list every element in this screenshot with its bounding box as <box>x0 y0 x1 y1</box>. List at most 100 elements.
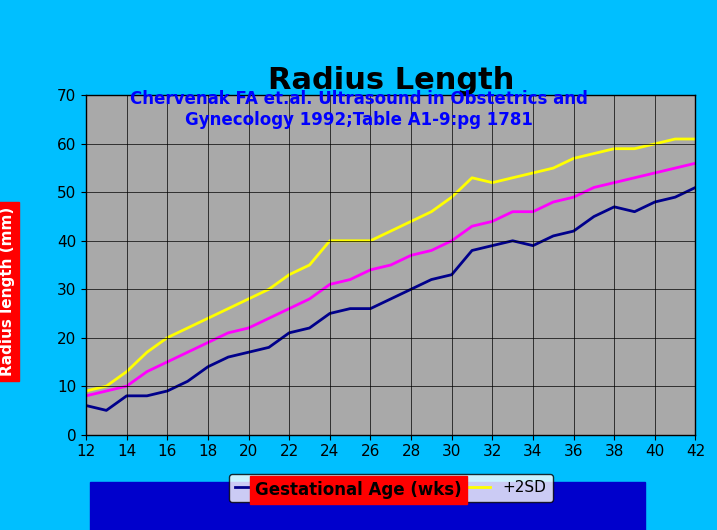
+2SD <box>589 151 598 157</box>
Mean <box>407 252 415 259</box>
+2SD <box>123 368 131 375</box>
-2SD <box>467 248 476 254</box>
-2SD <box>549 233 558 239</box>
Mean <box>285 305 293 312</box>
Mean <box>650 170 659 176</box>
-2SD <box>407 286 415 293</box>
Line: -2SD: -2SD <box>86 188 695 410</box>
Mean <box>569 194 578 200</box>
+2SD <box>467 174 476 181</box>
Mean <box>366 267 375 273</box>
-2SD <box>366 305 375 312</box>
-2SD <box>305 325 314 331</box>
Mean <box>589 184 598 191</box>
+2SD <box>488 180 497 186</box>
Mean <box>386 262 395 268</box>
Line: +2SD: +2SD <box>86 139 695 391</box>
Mean <box>447 237 456 244</box>
Mean <box>467 223 476 229</box>
Mean <box>123 383 131 390</box>
+2SD <box>184 325 192 331</box>
+2SD <box>265 286 273 293</box>
Mean <box>82 393 90 399</box>
+2SD <box>204 315 212 322</box>
-2SD <box>650 199 659 205</box>
Mean <box>102 388 110 394</box>
-2SD <box>488 242 497 249</box>
Mean <box>204 339 212 346</box>
-2SD <box>285 330 293 336</box>
-2SD <box>102 407 110 413</box>
Line: Mean: Mean <box>86 163 695 396</box>
-2SD <box>265 344 273 350</box>
+2SD <box>82 388 90 394</box>
-2SD <box>244 349 253 356</box>
-2SD <box>184 378 192 384</box>
-2SD <box>82 402 90 409</box>
Mean <box>528 208 537 215</box>
-2SD <box>427 276 436 282</box>
Mean <box>610 180 619 186</box>
+2SD <box>508 174 517 181</box>
-2SD <box>569 228 578 234</box>
+2SD <box>407 218 415 225</box>
+2SD <box>671 136 680 142</box>
-2SD <box>346 305 354 312</box>
Mean <box>508 208 517 215</box>
-2SD <box>508 237 517 244</box>
Title: Radius Length: Radius Length <box>267 66 514 95</box>
+2SD <box>691 136 700 142</box>
+2SD <box>143 349 151 356</box>
Mean <box>244 325 253 331</box>
Legend: -2SD, Mean, +2SD: -2SD, Mean, +2SD <box>229 474 553 501</box>
+2SD <box>610 146 619 152</box>
-2SD <box>691 184 700 191</box>
-2SD <box>326 310 334 316</box>
+2SD <box>102 383 110 390</box>
+2SD <box>305 262 314 268</box>
+2SD <box>366 237 375 244</box>
Mean <box>346 276 354 282</box>
+2SD <box>569 155 578 162</box>
-2SD <box>447 271 456 278</box>
Mean <box>184 349 192 356</box>
-2SD <box>123 393 131 399</box>
Text: Radius length (mm): Radius length (mm) <box>0 207 14 376</box>
+2SD <box>447 194 456 200</box>
Mean <box>630 174 639 181</box>
+2SD <box>163 334 171 341</box>
+2SD <box>427 208 436 215</box>
+2SD <box>528 170 537 176</box>
-2SD <box>386 296 395 302</box>
-2SD <box>630 208 639 215</box>
-2SD <box>224 354 232 360</box>
+2SD <box>224 305 232 312</box>
+2SD <box>285 271 293 278</box>
Mean <box>549 199 558 205</box>
-2SD <box>143 393 151 399</box>
Text: Gestational Age (wks): Gestational Age (wks) <box>255 481 462 499</box>
+2SD <box>386 228 395 234</box>
Mean <box>305 296 314 302</box>
Mean <box>224 330 232 336</box>
-2SD <box>589 214 598 220</box>
-2SD <box>671 194 680 200</box>
Mean <box>326 281 334 288</box>
+2SD <box>650 140 659 147</box>
+2SD <box>630 146 639 152</box>
Mean <box>671 165 680 171</box>
-2SD <box>610 204 619 210</box>
+2SD <box>326 237 334 244</box>
Mean <box>427 248 436 254</box>
Mean <box>691 160 700 166</box>
+2SD <box>346 237 354 244</box>
Mean <box>265 315 273 322</box>
-2SD <box>528 242 537 249</box>
Mean <box>143 368 151 375</box>
+2SD <box>549 165 558 171</box>
Mean <box>163 359 171 365</box>
Mean <box>488 218 497 225</box>
-2SD <box>163 388 171 394</box>
-2SD <box>204 364 212 370</box>
Text: Chervenak FA et.al. Ultrasound in Obstetrics and
Gynecology 1992;Table A1-9:pg 1: Chervenak FA et.al. Ultrasound in Obstet… <box>130 90 587 129</box>
